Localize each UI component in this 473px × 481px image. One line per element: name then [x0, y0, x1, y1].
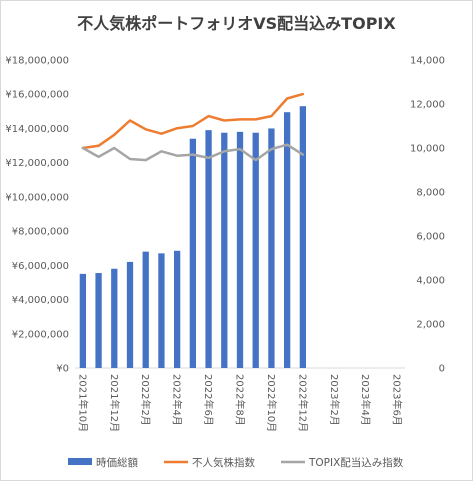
bar-時価総額 — [111, 268, 118, 368]
legend-label: TOPIX配当込み指数 — [308, 456, 404, 469]
legend-label: 不人気株指数 — [192, 456, 255, 469]
legend-swatch — [68, 458, 92, 465]
x-tick-label: 2021年10月 — [76, 374, 89, 432]
bar-時価総額 — [158, 253, 165, 368]
y-left-tick-label: ¥6,000,000 — [12, 261, 69, 272]
bar-時価総額 — [142, 251, 149, 368]
y-left-tick-label: ¥4,000,000 — [12, 295, 69, 306]
x-tick-label: 2022年12月 — [296, 374, 309, 432]
bar-時価総額 — [284, 112, 291, 368]
bar-時価総額 — [236, 131, 244, 368]
x-tick-label: 2022年4月 — [171, 374, 184, 426]
bar-時価総額 — [268, 128, 275, 368]
y-right-tick-label: 0 — [439, 364, 445, 375]
bar-時価総額 — [174, 250, 181, 368]
bar-時価総額 — [205, 130, 212, 368]
y-right-tick-label: 2,000 — [416, 320, 445, 331]
x-tick-label: 2023年6月 — [391, 374, 404, 426]
x-tick-label: 2022年10月 — [265, 374, 278, 432]
y-left-tick-label: ¥12,000,000 — [5, 158, 69, 169]
y-left-tick-label: ¥0 — [56, 364, 69, 375]
bar-時価総額 — [95, 273, 102, 368]
y-left-tick-label: ¥14,000,000 — [5, 124, 69, 135]
x-tick-label: 2022年6月 — [202, 374, 215, 426]
bar-時価総額 — [252, 132, 259, 368]
line-TOPIX配当込み指数 — [81, 143, 305, 162]
line-不人気株指数 — [81, 92, 305, 150]
y-left-tick-label: ¥18,000,000 — [5, 56, 69, 67]
bar-時価総額 — [299, 106, 306, 368]
y-right-tick-label: 8,000 — [416, 188, 445, 199]
x-tick-label: 2021年12月 — [108, 374, 121, 432]
bar-時価総額 — [79, 273, 86, 368]
x-tick-label: 2023年2月 — [328, 374, 341, 426]
x-tick-label: 2022年2月 — [139, 374, 152, 426]
x-tick-label: 2023年4月 — [359, 374, 372, 426]
y-left-tick-label: ¥8,000,000 — [12, 227, 69, 238]
chart-title: 不人気株ポートフォリオVS配当込みTOPIX — [77, 14, 396, 33]
y-right-tick-label: 10,000 — [410, 144, 445, 155]
x-tick-label: 2022年8月 — [234, 374, 247, 426]
bar-時価総額 — [126, 261, 134, 368]
y-left-tick-label: ¥10,000,000 — [5, 192, 69, 203]
bar-時価総額 — [189, 138, 196, 368]
legend-label: 時価総額 — [96, 456, 138, 469]
y-right-tick-label: 14,000 — [410, 56, 445, 67]
y-left-tick-label: ¥16,000,000 — [5, 90, 69, 101]
y-right-tick-label: 12,000 — [410, 100, 445, 111]
y-right-tick-label: 6,000 — [416, 232, 445, 243]
bar-時価総額 — [221, 132, 228, 368]
y-left-tick-label: ¥2,000,000 — [12, 329, 69, 340]
y-right-tick-label: 4,000 — [416, 276, 445, 287]
